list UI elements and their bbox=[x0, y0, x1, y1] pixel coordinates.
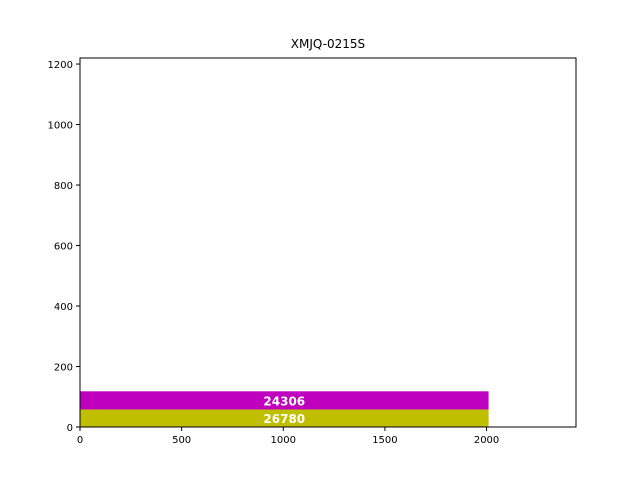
x-axis: 0 500 1000 1500 2000 bbox=[77, 427, 499, 446]
y-tick-label-1: 200 bbox=[54, 363, 73, 374]
x-tick-label-4: 2000 bbox=[474, 435, 499, 446]
bar-label-0: 26780 bbox=[263, 412, 305, 426]
y-tick-label-4: 800 bbox=[54, 181, 73, 192]
y-tick-label-3: 600 bbox=[54, 242, 73, 253]
plot-frame bbox=[79, 57, 577, 428]
y-tick-label-6: 1200 bbox=[48, 60, 73, 71]
bar-label-1: 24306 bbox=[263, 394, 305, 408]
x-tick-label-0: 0 bbox=[77, 435, 83, 446]
x-tick-label-1: 500 bbox=[172, 435, 191, 446]
y-tick-label-2: 400 bbox=[54, 302, 73, 313]
y-axis: 0 200 400 600 800 1000 1200 bbox=[48, 60, 80, 434]
y-tick-label-0: 0 bbox=[67, 423, 73, 434]
x-tick-label-2: 1000 bbox=[271, 435, 296, 446]
x-tick-label-3: 1500 bbox=[372, 435, 397, 446]
bar-1 bbox=[80, 391, 489, 410]
chart-title: XMJQ-0215S bbox=[291, 37, 365, 51]
plot-marks: 26780 24306 bbox=[80, 391, 489, 427]
bar-0 bbox=[80, 409, 489, 427]
y-tick-label-5: 1000 bbox=[48, 121, 73, 132]
